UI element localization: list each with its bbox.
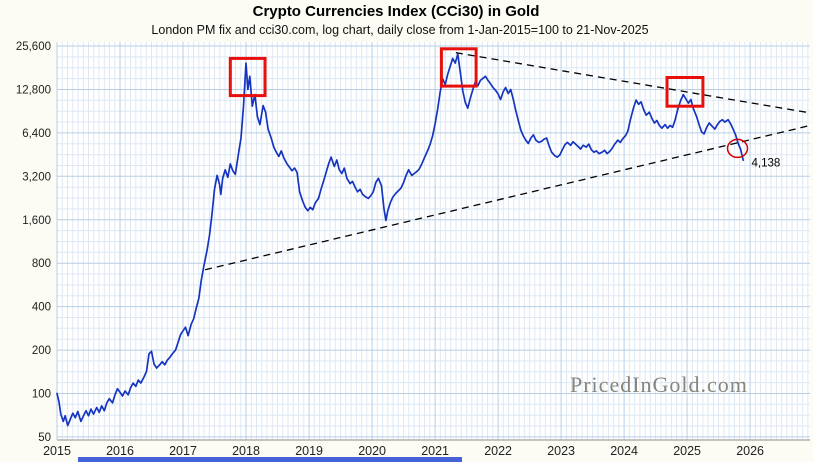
series-line (56, 53, 745, 427)
trendline-ascending-support (204, 124, 811, 271)
svg-text:200: 200 (32, 345, 51, 357)
x-tick-labels: 2015 2016 2017 2018 2019 2020 2021 2022 2023 2024… (43, 444, 764, 458)
svg-text:2015: 2015 (43, 444, 71, 458)
svg-text:50: 50 (38, 432, 51, 444)
svg-text:25,600: 25,600 (16, 41, 51, 53)
svg-text:2019: 2019 (295, 444, 323, 458)
highlight-boxes (228, 47, 705, 108)
highlight-box (228, 56, 267, 98)
svg-text:2021: 2021 (421, 444, 449, 458)
svg-text:800: 800 (32, 258, 51, 270)
svg-text:100: 100 (32, 389, 51, 401)
svg-text:2022: 2022 (484, 444, 512, 458)
svg-text:1,600: 1,600 (22, 215, 51, 227)
final-value-label: 4,138 (752, 157, 781, 169)
svg-text:2025: 2025 (673, 444, 701, 458)
bottom-blue-strip (78, 457, 462, 462)
svg-text:2020: 2020 (358, 444, 386, 458)
grid-minor (57, 42, 810, 440)
svg-text:400: 400 (32, 302, 51, 314)
highlight-circle (726, 138, 749, 159)
highlight-box (439, 47, 478, 88)
svg-text:2026: 2026 (736, 444, 764, 458)
chart-subtitle: London PM fix and cci30.com, log chart, … (151, 23, 649, 37)
svg-text:2017: 2017 (169, 444, 197, 458)
svg-text:12,800: 12,800 (16, 85, 51, 97)
svg-text:3,200: 3,200 (22, 171, 51, 183)
y-tick-labels: 25,600 12,800 6,400 3,200 1,600 800 400 200 100 5… (16, 41, 51, 444)
svg-text:2023: 2023 (547, 444, 575, 458)
svg-text:2018: 2018 (232, 444, 260, 458)
svg-text:2016: 2016 (106, 444, 134, 458)
svg-text:2024: 2024 (610, 444, 638, 458)
highlight-box (665, 76, 705, 108)
watermark: PricedInGold.com (570, 372, 748, 397)
grid-major (56, 42, 810, 440)
chart-title: Crypto Currencies Index (CCi30) in Gold (252, 3, 540, 20)
svg-text:6,400: 6,400 (22, 128, 51, 140)
